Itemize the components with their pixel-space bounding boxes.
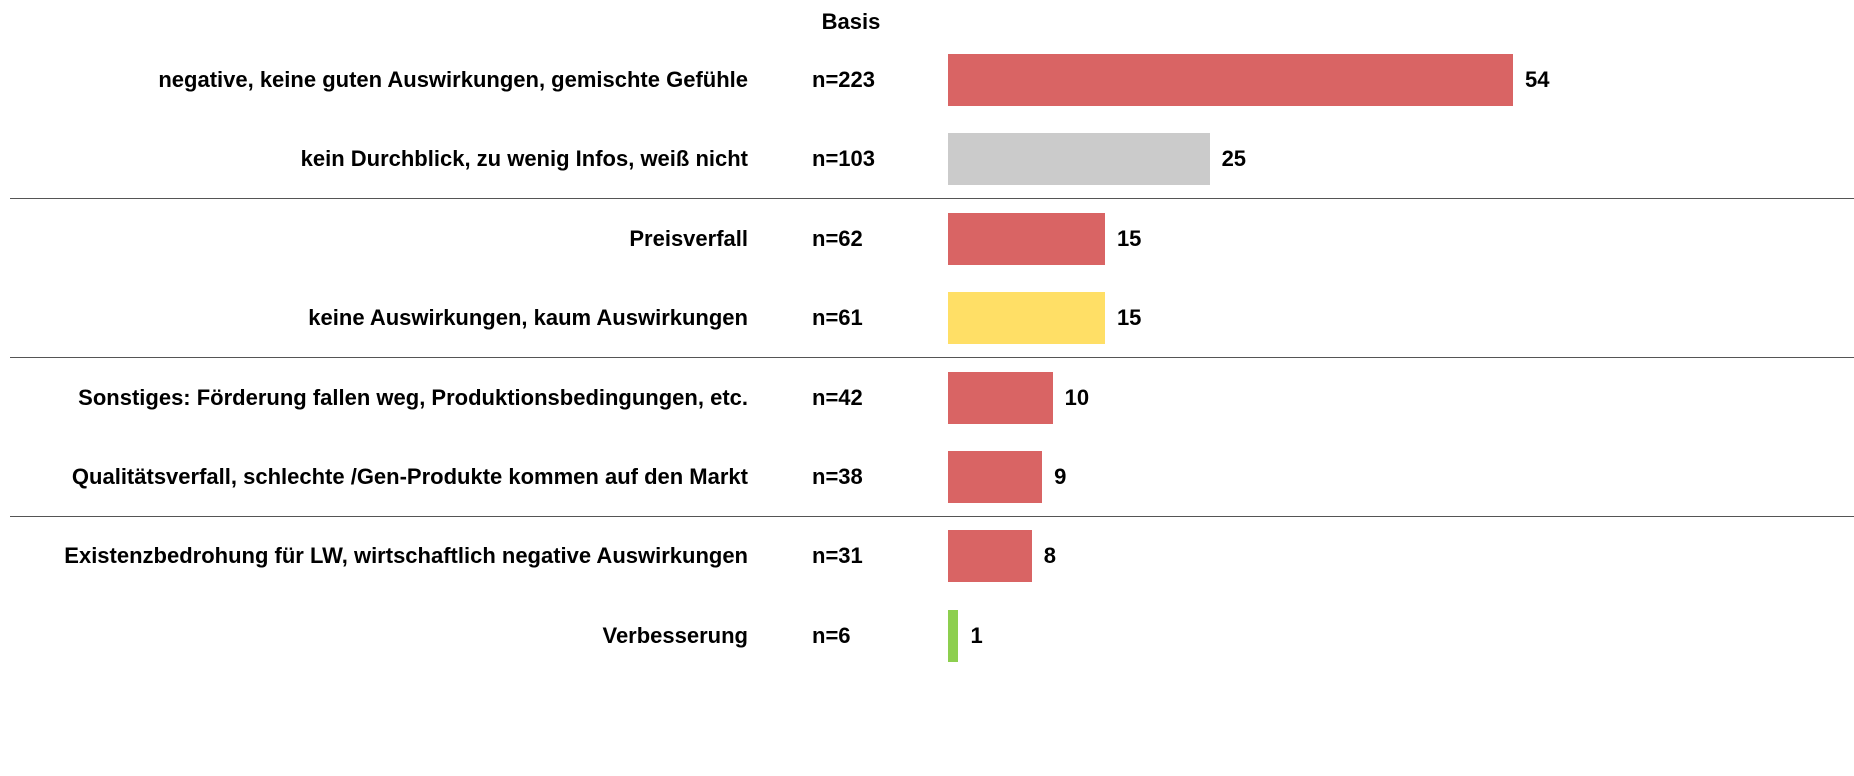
basis-header: Basis (821, 9, 881, 34)
bar (948, 609, 959, 662)
bar (948, 133, 1210, 186)
category-label: keine Auswirkungen, kaum Auswirkungen (308, 305, 748, 331)
basis-label: n=103 (812, 146, 875, 172)
bar (948, 212, 1105, 265)
value-label: 15 (1116, 225, 1142, 251)
separator (10, 357, 1854, 358)
bar (948, 292, 1105, 345)
category-label: Preisverfall (629, 225, 748, 251)
basis-label: n=61 (812, 305, 863, 331)
category-label: kein Durchblick, zu wenig Infos, weiß ni… (300, 146, 748, 172)
value-label: 25 (1221, 146, 1247, 172)
basis-label: n=223 (812, 67, 875, 92)
category-label: negative, keine guten Auswirkungen, gemi… (158, 67, 748, 92)
value-label: 10 (1064, 384, 1090, 410)
basis-label: n=42 (812, 384, 863, 410)
value-label: 9 (1054, 464, 1067, 489)
bar (948, 530, 1032, 583)
bar (948, 54, 1513, 106)
separator (10, 198, 1854, 199)
category-label: Sonstiges: Förderung fallen weg, Produkt… (78, 384, 748, 410)
basis-label: n=31 (812, 543, 863, 569)
value-label: 54 (1525, 67, 1550, 92)
value-label: 1 (970, 622, 983, 648)
basis-label: n=62 (812, 225, 863, 251)
basis-label: n=38 (812, 464, 863, 489)
category-label: Verbesserung (602, 622, 748, 648)
bar (948, 371, 1053, 424)
bar (948, 451, 1043, 503)
value-label: 8 (1043, 543, 1056, 569)
separator (10, 516, 1854, 517)
value-label: 15 (1116, 305, 1142, 331)
category-label: Existenzbedrohung für LW, wirtschaftlich… (64, 543, 748, 569)
category-label: Qualitätsverfall, schlechte /Gen-Produkt… (71, 464, 748, 489)
basis-label: n=6 (812, 622, 851, 648)
